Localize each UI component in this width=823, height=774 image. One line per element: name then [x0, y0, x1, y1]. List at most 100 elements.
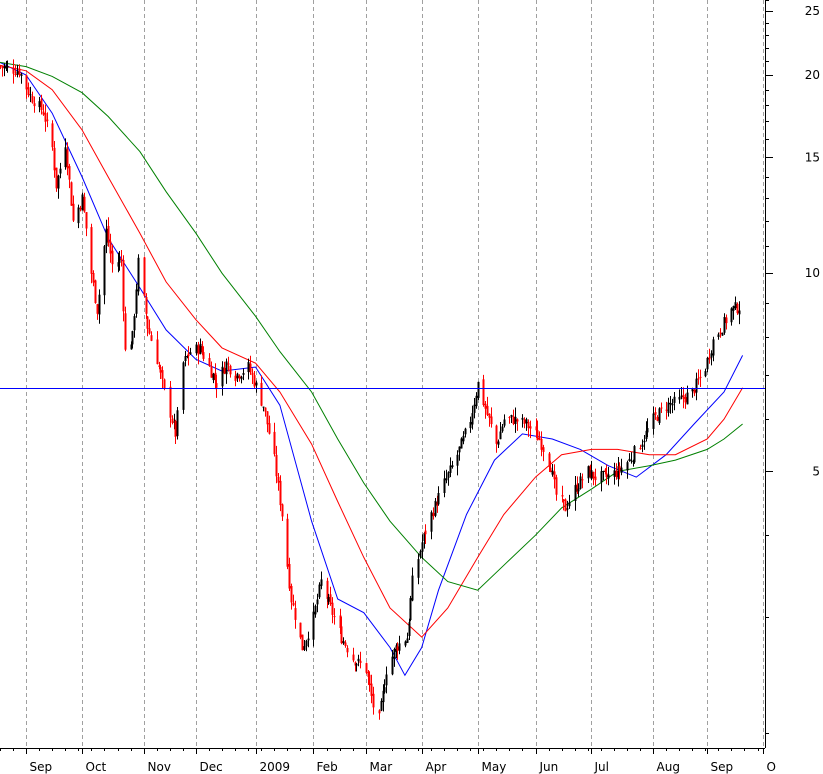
candle-down: [163, 379, 166, 389]
candle-down: [329, 594, 332, 604]
candle-up: [117, 262, 120, 267]
candle-up: [437, 493, 440, 505]
candle-up: [645, 430, 648, 439]
candle-up: [247, 362, 250, 372]
candle-down: [253, 375, 256, 387]
candle-up: [602, 471, 605, 472]
candle-up: [199, 343, 202, 354]
candle-up: [449, 465, 452, 473]
candle-down: [277, 476, 280, 483]
candle-up: [628, 458, 631, 461]
candle-down: [553, 471, 556, 480]
candle-up: [393, 649, 396, 659]
candle-down: [555, 477, 558, 495]
candle-down: [25, 75, 28, 90]
candle-down: [290, 586, 293, 603]
candle-up: [678, 397, 681, 400]
candle-down: [482, 379, 485, 405]
candle-down: [1, 66, 4, 68]
candle-down: [150, 335, 153, 341]
candle-up: [473, 404, 476, 413]
candle-down: [94, 280, 97, 303]
candle-down: [542, 447, 545, 452]
candle-down: [654, 412, 657, 415]
candle-down: [159, 367, 162, 373]
candle-up: [417, 559, 420, 578]
candle-up: [98, 294, 101, 315]
x-tick-label: Oct: [86, 760, 107, 774]
candle-down: [301, 634, 304, 651]
candle-up: [118, 258, 121, 263]
candle-up: [38, 101, 41, 108]
candle-down: [286, 518, 289, 567]
candle-up: [568, 502, 571, 507]
candle-up: [81, 194, 84, 211]
candle-down: [0, 66, 2, 68]
candle-down: [40, 99, 43, 111]
candle-up: [717, 334, 720, 337]
candle-up: [587, 466, 590, 479]
candle-down: [148, 328, 151, 334]
candle-down: [346, 647, 349, 653]
candle-down: [424, 530, 427, 535]
candle-up: [510, 415, 513, 417]
candle-down: [344, 642, 347, 646]
candle-up: [695, 378, 698, 393]
candle-up: [255, 382, 258, 386]
candle-up: [355, 663, 358, 666]
candle-up: [477, 381, 480, 398]
candle-up: [652, 413, 655, 429]
candle-up: [391, 656, 394, 675]
x-tick-label: O: [767, 760, 776, 774]
candle-up: [77, 207, 80, 224]
plot-background: [0, 0, 765, 748]
candle-down: [187, 353, 190, 357]
candle-down: [605, 473, 608, 477]
candle-down: [699, 376, 702, 378]
x-tick-label: Sep: [711, 760, 734, 774]
candle-up: [406, 638, 409, 643]
candle-down: [53, 147, 56, 171]
candle-up: [318, 584, 321, 598]
candle-up: [673, 396, 676, 403]
y-tick-label: 15: [805, 150, 820, 164]
candle-up: [236, 373, 239, 379]
candle-down: [378, 710, 381, 714]
candle-up: [462, 435, 465, 442]
candle-down: [495, 425, 498, 444]
candle-down: [124, 313, 127, 350]
candle-down: [660, 407, 663, 409]
candle-up: [521, 417, 524, 420]
candle-up: [680, 395, 683, 397]
candle-up: [447, 472, 450, 478]
candle-up: [3, 66, 6, 69]
candle-down: [31, 96, 34, 103]
candle-down: [201, 345, 204, 353]
y-axis: 25 20 15 10 5: [765, 0, 820, 734]
candle-down: [171, 418, 174, 423]
y-tick-label: 10: [805, 266, 820, 280]
candle-up: [221, 366, 224, 387]
candle-down: [143, 257, 146, 296]
candle-down: [540, 439, 543, 450]
candle-down: [665, 409, 668, 411]
candle-up: [600, 471, 603, 483]
y-tick-label: 25: [805, 4, 820, 18]
candle-down: [197, 345, 200, 355]
candle-down: [234, 375, 237, 381]
candle-down: [46, 119, 49, 121]
candle-up: [525, 419, 528, 424]
candle-down: [682, 394, 685, 399]
candle-up: [445, 478, 448, 481]
candle-down: [508, 417, 511, 418]
candle-up: [312, 611, 315, 640]
candle-down: [229, 365, 232, 375]
candle-down: [273, 431, 276, 455]
candle-down: [279, 480, 282, 506]
candle-down: [736, 303, 739, 314]
candle-up: [658, 408, 661, 423]
candle-down: [529, 426, 532, 429]
candle-up: [574, 485, 577, 501]
candle-up: [704, 371, 707, 377]
